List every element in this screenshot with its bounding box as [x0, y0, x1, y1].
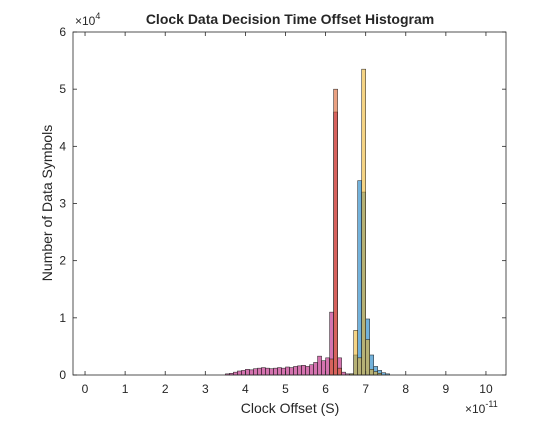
histogram-bar-s2-b2 [357, 180, 362, 376]
x-tick-label-4: 4 [242, 382, 249, 396]
x-exponent-power: -11 [485, 399, 497, 409]
histogram-bar-s3-b2 [357, 357, 362, 376]
histogram-bar-s0-b17 [293, 366, 298, 376]
x-tick-label-2: 2 [162, 382, 169, 396]
x-tick-label-3: 3 [202, 382, 209, 396]
histogram-bar-s3-b6 [373, 371, 378, 376]
histogram-bar-s0-b9 [261, 367, 266, 376]
histogram-bar-s0-b3 [237, 370, 242, 376]
x-axis-ticks: 0 1 2 3 4 5 6 7 8 9 10 [82, 32, 493, 396]
histogram-bar-s0-b14 [281, 367, 286, 376]
histogram-bar-s0-b11 [269, 368, 274, 376]
histogram-bar-s1-b2 [337, 367, 342, 376]
histogram-bar-s0-b13 [277, 367, 282, 376]
histogram-bars [225, 68, 390, 376]
histogram-bar-s3-b3 [361, 68, 366, 376]
histogram-bar-s1-b0 [329, 358, 334, 376]
x-tick-label-10: 10 [479, 382, 493, 396]
histogram-bar-s0-b8 [257, 367, 262, 376]
histogram-bar-s0-b19 [301, 365, 306, 376]
histogram-bar-s3-b1 [353, 330, 358, 376]
y-tick-label-4: 4 [59, 139, 66, 153]
x-tick-label-1: 1 [122, 382, 129, 396]
y-tick-label-0: 0 [59, 368, 66, 382]
histogram-bar-s0-b7 [253, 368, 258, 376]
y-tick-label-1: 1 [59, 311, 66, 325]
histogram-bar-s0-b23 [317, 355, 322, 376]
histogram-bar-s0-b15 [285, 366, 290, 376]
y-exponent-label: ×104 [75, 11, 100, 28]
x-exponent-label: ×10-11 [465, 399, 498, 416]
chart-title: Clock Data Decision Time Offset Histogra… [146, 11, 434, 27]
histogram-bar-s0-b6 [249, 369, 254, 376]
y-tick-label-3: 3 [59, 197, 66, 211]
histogram-bar-s0-b29 [341, 371, 346, 376]
histogram-bar-s0-b20 [305, 366, 310, 376]
histogram-bar-s0-b4 [241, 370, 246, 376]
y-tick-label-5: 5 [59, 82, 66, 96]
histogram-bar-s0-b16 [289, 367, 294, 376]
histogram-bar-s0-b21 [309, 364, 314, 376]
x-tick-label-9: 9 [443, 382, 450, 396]
x-tick-label-7: 7 [362, 382, 369, 396]
x-tick-label-0: 0 [82, 382, 89, 396]
histogram-bar-s0-b24 [321, 360, 326, 376]
y-exponent-power: 4 [95, 11, 100, 21]
x-tick-label-5: 5 [282, 382, 289, 396]
histogram-bar-s0-b25 [325, 357, 330, 376]
histogram-bar-s0-b10 [265, 367, 270, 376]
histogram-bar-s1-b1 [333, 88, 338, 376]
histogram-bar-s0-b18 [297, 365, 302, 376]
histogram-bar-s0-b2 [233, 371, 238, 376]
x-axis-label: Clock Offset (S) [241, 400, 340, 416]
histogram-bar-s0-b22 [313, 362, 318, 376]
x-tick-label-6: 6 [322, 382, 329, 396]
plot-area-frame [72, 31, 507, 376]
histogram-bar-s0-b5 [245, 369, 250, 376]
y-axis-ticks: 0 1 2 3 4 5 6 [59, 25, 506, 382]
histogram-bar-s3-b5 [369, 369, 374, 376]
histogram-bar-s0-b12 [273, 367, 278, 376]
y-tick-label-6: 6 [59, 25, 66, 39]
histogram-bar-s3-b4 [365, 339, 370, 376]
x-tick-label-8: 8 [402, 382, 409, 396]
y-axis-label: Number of Data Symbols [39, 125, 55, 281]
y-tick-label-2: 2 [59, 254, 66, 268]
